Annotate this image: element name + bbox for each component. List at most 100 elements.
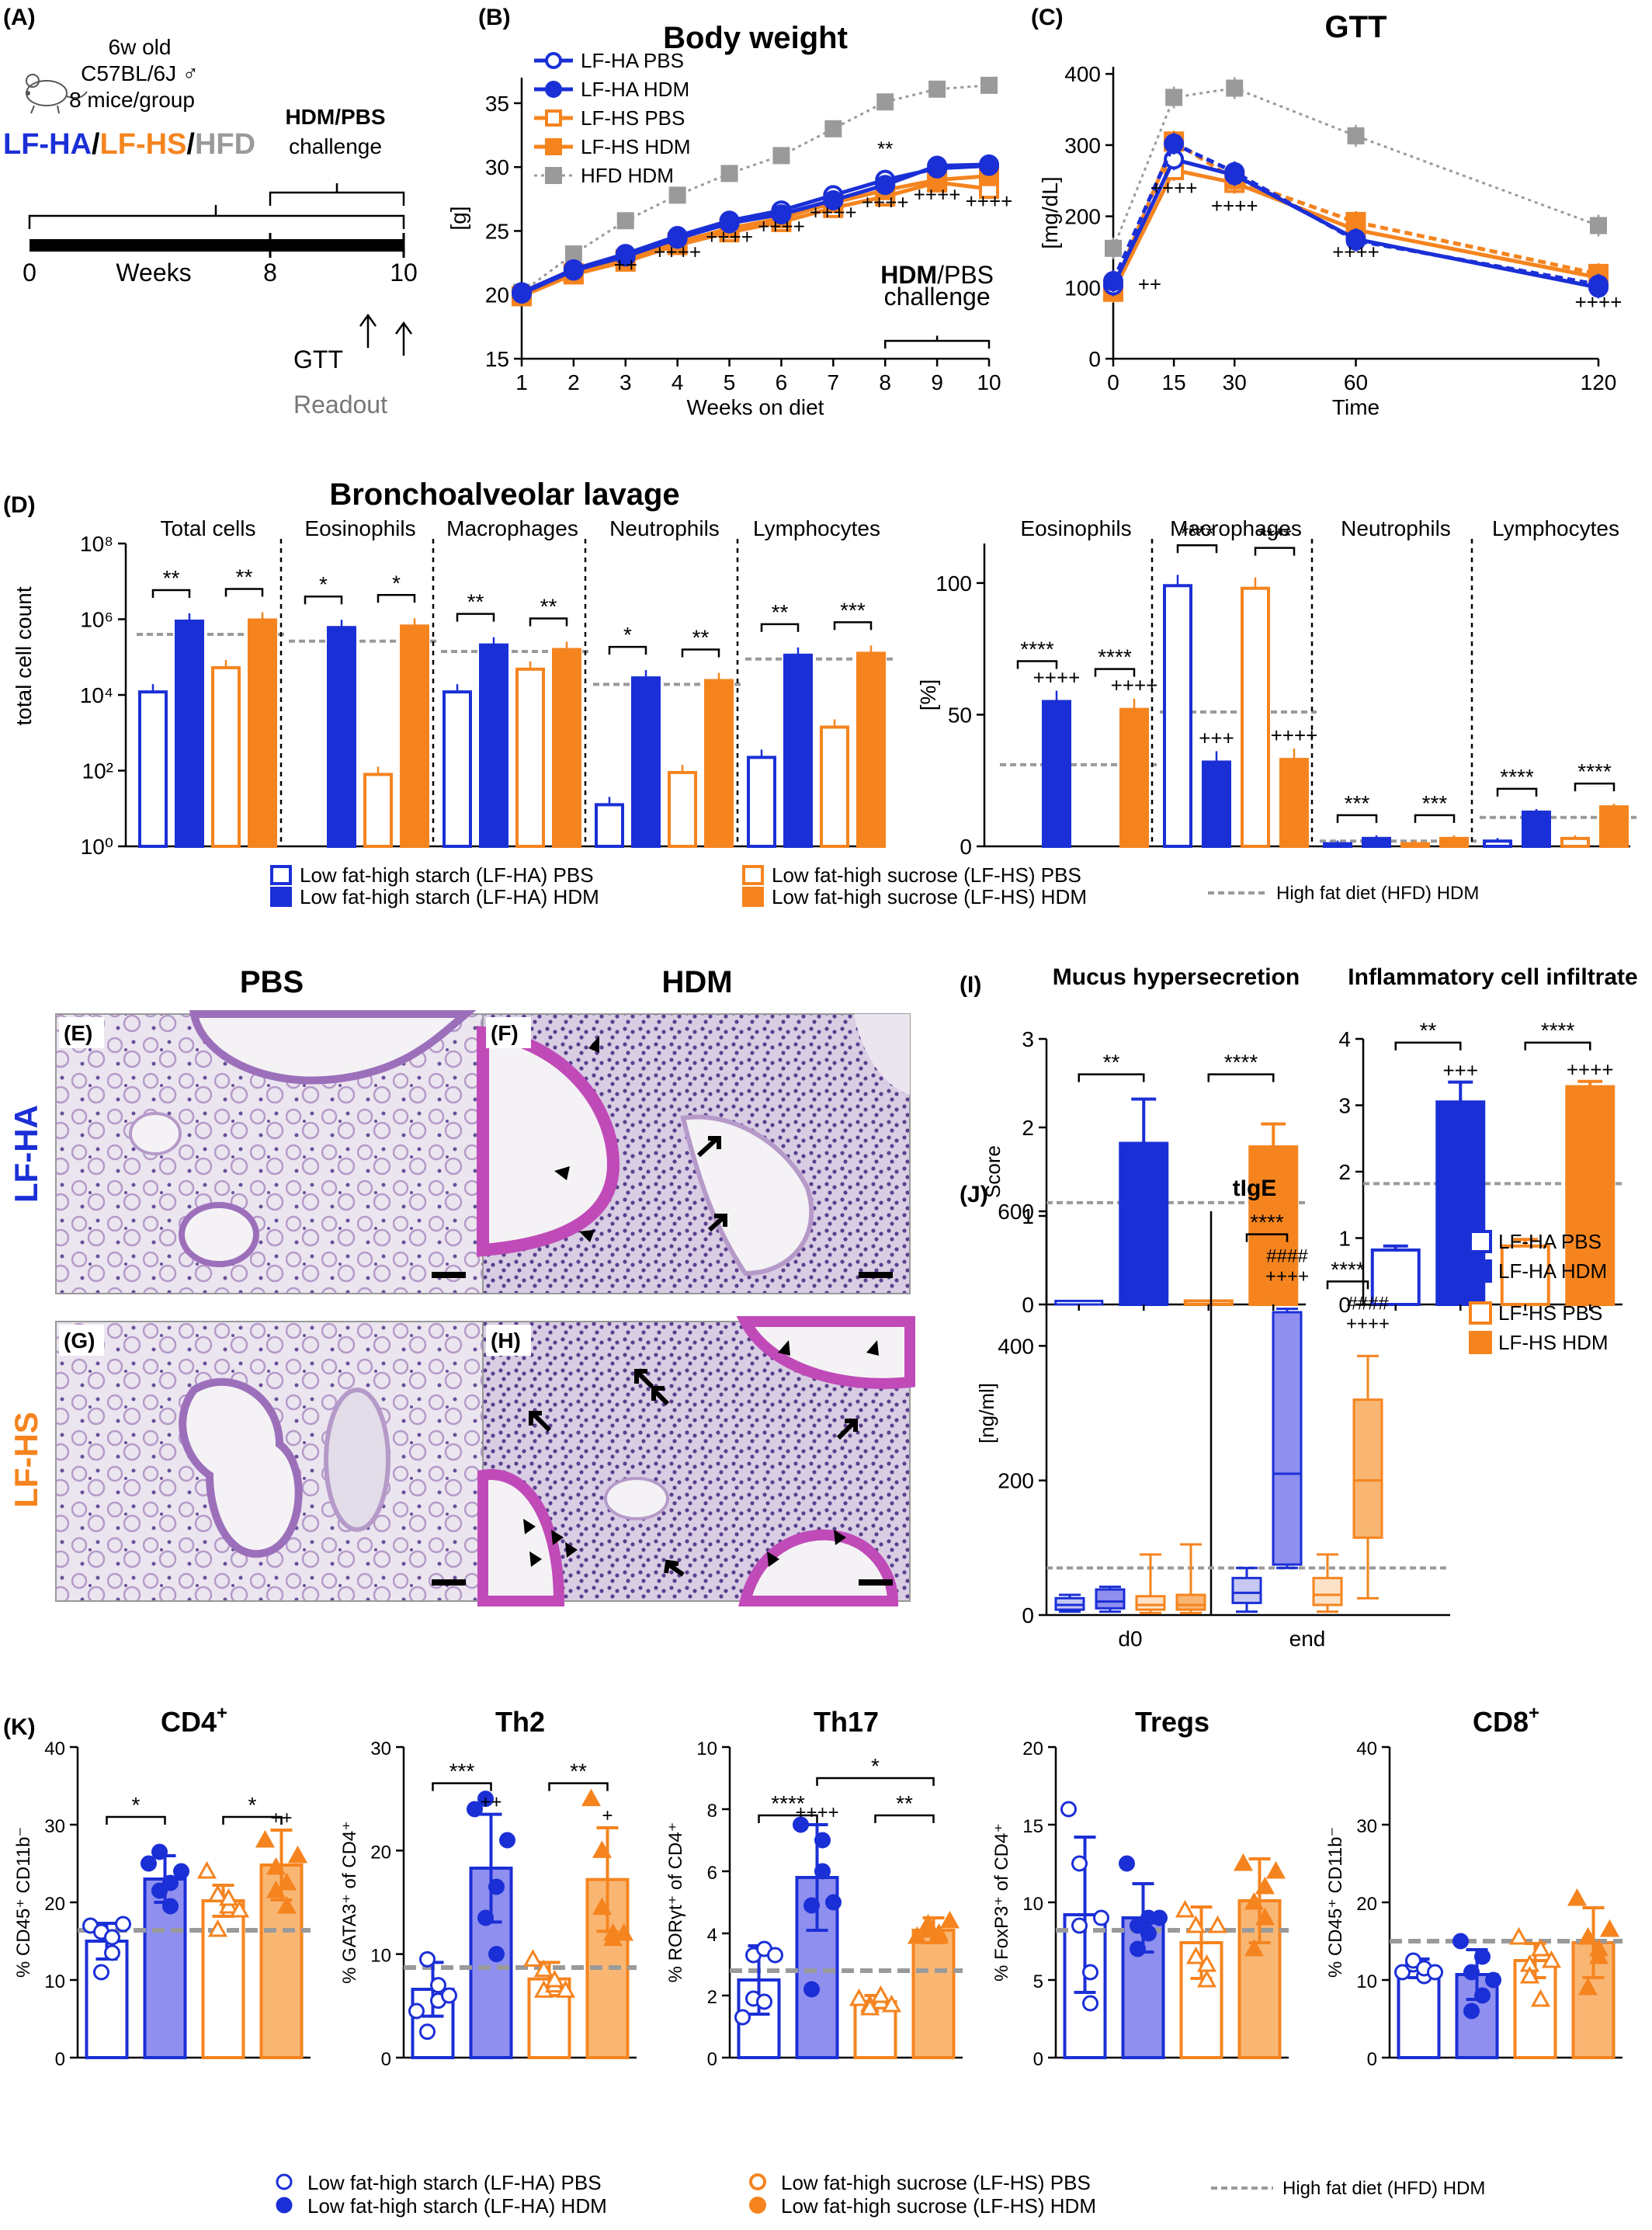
arrowhead-icon: [565, 1542, 578, 1558]
tick-0: 0: [23, 259, 36, 287]
legend-label: High fat diet (HFD) HDM: [1276, 883, 1479, 904]
histology-e: (E): [55, 1010, 484, 1294]
significance-label: ****: [1224, 1051, 1258, 1075]
data-point: [408, 2002, 425, 2020]
group-sep-2: /: [186, 128, 195, 161]
y-tick-label: 0: [1367, 2049, 1377, 2070]
group-names: LF-HA/LF-HS/HFD: [3, 128, 255, 161]
legend-label: Low fat-high starch (LF-HA) HDM: [300, 885, 599, 908]
data-point: [488, 1946, 505, 1963]
annotation: ++++: [1575, 290, 1622, 314]
data-point: [1103, 271, 1123, 292]
data-point: [803, 1897, 820, 1914]
group-label: Macrophages: [1170, 516, 1302, 540]
panel-a-timeline: (A) 6w old C57BL/6J ♂ 8 mice/group LF-HA…: [3, 5, 418, 419]
significance-bracket: [1254, 547, 1296, 556]
data-point: [825, 1894, 842, 1911]
significance-plus: +: [602, 1805, 613, 1826]
panel-label-d: (D): [3, 492, 36, 518]
significance-bracket: [1078, 1073, 1145, 1082]
data-point: [1427, 1964, 1443, 1981]
data-point: [793, 1816, 809, 1833]
legend-label: Low fat-high sucrose (LF-HS) HDM: [781, 2194, 1096, 2218]
data-point: [1164, 134, 1185, 155]
y-tick-label: 35: [485, 92, 509, 116]
data-point: [1474, 1987, 1491, 2004]
y-tick-label: 3: [1022, 1027, 1034, 1051]
y-tick-label: 10: [696, 1738, 717, 1759]
legend-swatch: [1469, 1331, 1492, 1354]
histology-f: (F): [477, 1013, 911, 1294]
x-tick-label: 60: [1344, 370, 1368, 394]
group-lfhs: LF-HS: [100, 128, 187, 161]
legend-marker: [545, 167, 562, 184]
y-axis-label: % CD45⁺ CD11b⁻: [1325, 1827, 1346, 1978]
significance-label: ****: [1250, 1211, 1284, 1235]
annotation: ++: [614, 253, 637, 276]
y-tick-label: 30: [370, 1738, 391, 1759]
legend-K: Low fat-high starch (LF-HA) PBS Low fat-h…: [276, 2171, 1485, 2218]
arrow-icon: [634, 1369, 654, 1389]
bar: [1163, 584, 1192, 848]
timeline-bar: [30, 239, 404, 252]
significance-label: *: [392, 571, 401, 595]
chart-B: Body weight 15 20 25 30 35 1 2 3 4 5 6 7 8 9 10 Weeks on…: [446, 21, 1012, 419]
legend-label: Low fat-high starch (LF-HA) PBS: [307, 2171, 602, 2194]
annotation: ++++: [810, 201, 857, 224]
data-point: [419, 1950, 436, 1968]
significance-label: *: [623, 623, 632, 647]
data-point: [1588, 1938, 1609, 1957]
legend-label: LF-HA PBS: [1498, 1230, 1602, 1253]
significance-bracket: [1524, 1041, 1591, 1051]
x-tick-label: 10: [977, 370, 1001, 394]
series-line: [1111, 138, 1599, 290]
box: [1175, 1593, 1206, 1611]
arrowhead-icon: [529, 1551, 542, 1567]
brace-challenge: [269, 183, 405, 206]
weeks-label: Weeks: [116, 259, 191, 287]
data-point: [563, 260, 584, 281]
data-point: [814, 1832, 831, 1849]
data-point: [1105, 239, 1122, 257]
bar: [1565, 1085, 1616, 1307]
significance-bracket: [456, 613, 495, 622]
hist-col-title-hdm: HDM: [661, 965, 732, 999]
significance-label: **: [570, 1759, 587, 1784]
data-point: [141, 1855, 157, 1872]
data-point: [1599, 1919, 1620, 1937]
arrowhead-icon: [554, 1166, 570, 1180]
annotation: ++++: [862, 190, 909, 214]
chart-title: Body weight: [663, 21, 848, 55]
data-point: [1165, 89, 1183, 106]
legend-swatch: [1469, 1230, 1492, 1253]
significance-label: **: [692, 625, 710, 649]
y-tick-label: 30: [44, 1816, 65, 1837]
significance-bracket: [1326, 1280, 1369, 1290]
bar: [248, 618, 277, 848]
significance-bracket: [1016, 660, 1058, 669]
series-line: [520, 162, 990, 296]
bar: [668, 770, 697, 848]
significance-label: *: [871, 1754, 880, 1778]
bar: [1400, 842, 1430, 848]
significance-label: *: [248, 1793, 257, 1817]
legend-marker: [749, 2173, 766, 2190]
mouse-strain: C57BL/6J ♂: [81, 61, 199, 85]
y-tick-label: 10⁴: [80, 683, 113, 707]
data-point: [667, 228, 688, 249]
chart-D-count: Bronchoalveolar lavage 10⁰ 10² 10⁴ 10⁶ 10⁸ tot…: [12, 478, 893, 859]
significance-label: **: [540, 595, 557, 619]
mouse-icon: [26, 74, 88, 114]
data-point: [1452, 1933, 1469, 1950]
significance-bracket: [548, 1782, 609, 1791]
significance-plus: ++++: [1567, 1058, 1614, 1082]
y-axis-label: [g]: [446, 206, 470, 230]
legend-label: LF-HA HDM: [1498, 1259, 1607, 1283]
significance-label: ***: [840, 598, 866, 622]
chart-title: Th17: [814, 1706, 879, 1738]
data-point: [477, 1791, 494, 1808]
data-point: [488, 1878, 505, 1895]
panel-label-b: (B): [478, 5, 511, 30]
data-point: [1394, 1964, 1411, 1981]
bar: [1042, 700, 1071, 849]
